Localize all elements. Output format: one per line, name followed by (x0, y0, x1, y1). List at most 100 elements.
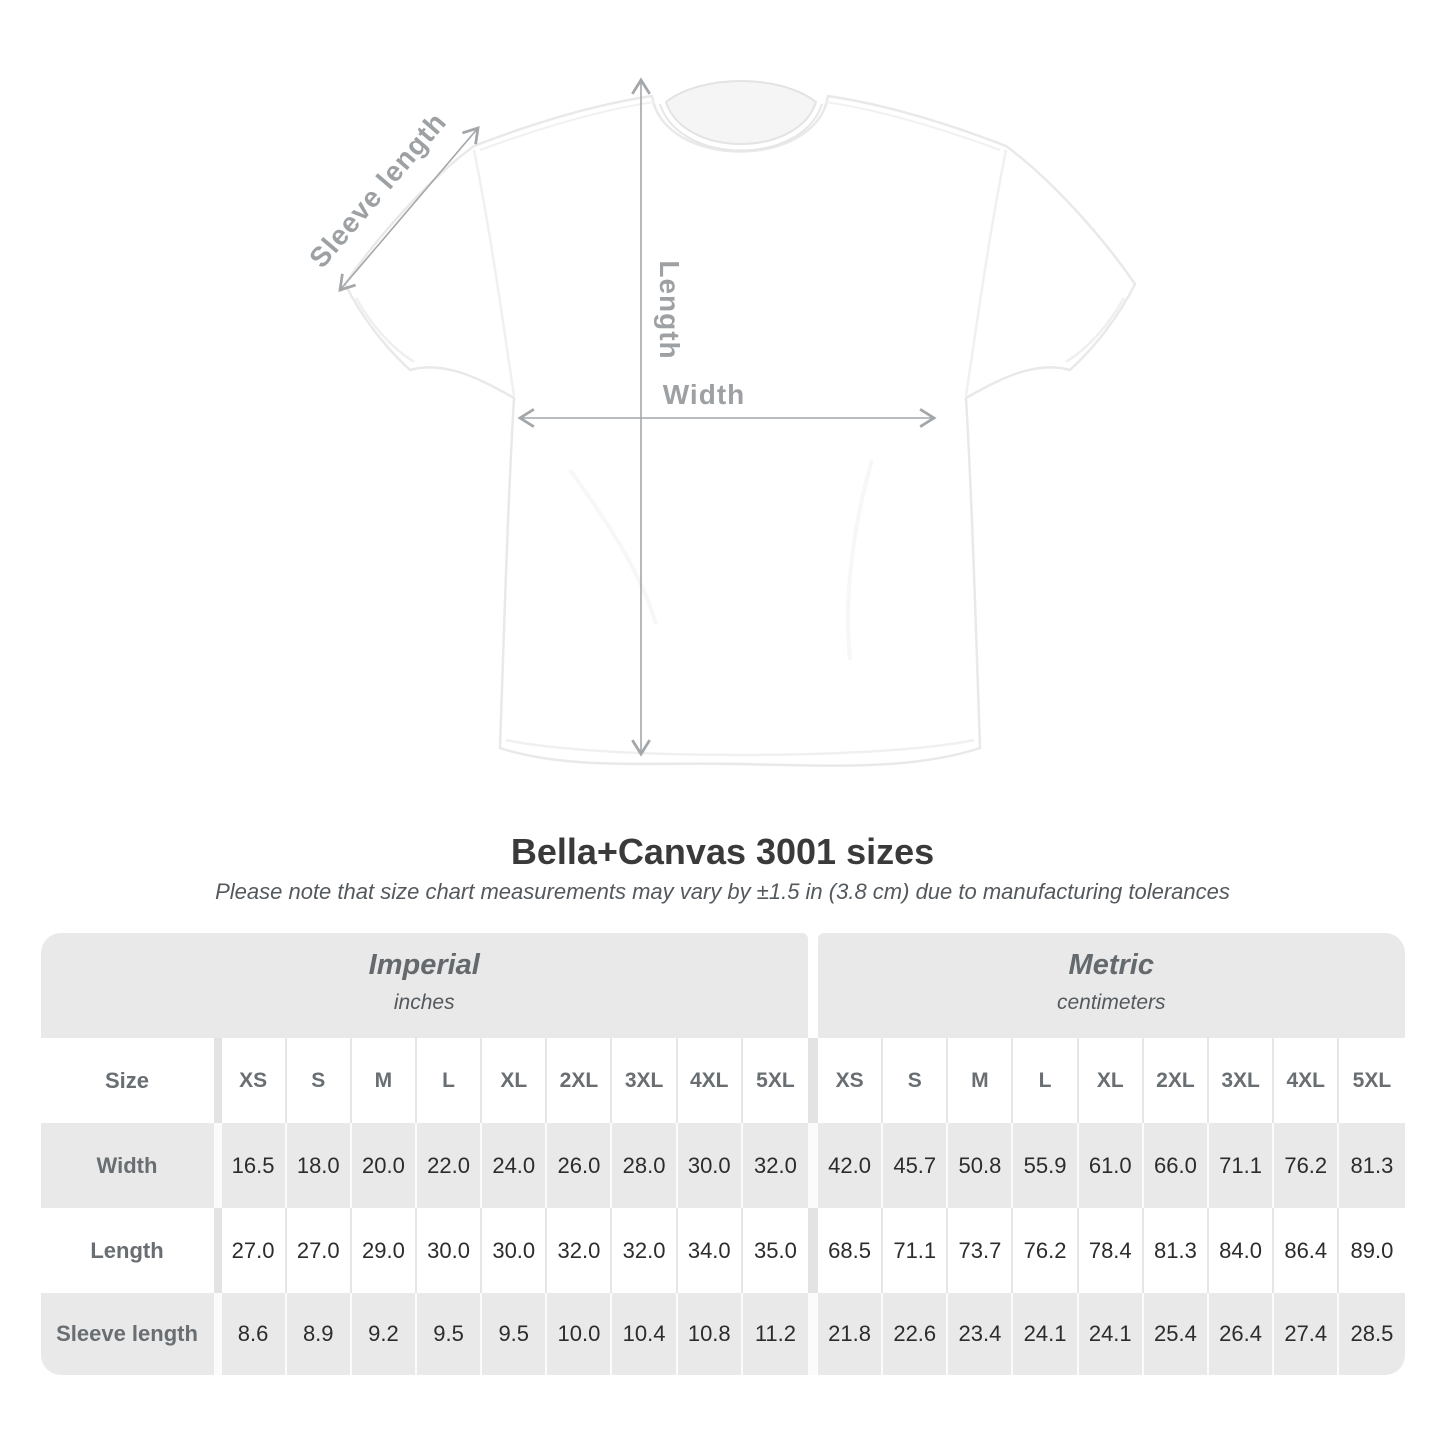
measurement-value: 29.0 (352, 1208, 417, 1293)
measurement-value: 18.0 (287, 1123, 352, 1208)
section-column-divider (807, 1123, 818, 1208)
measurement-value: 30.0 (417, 1208, 483, 1293)
measurement-value: 8.6 (222, 1293, 287, 1375)
table-header: Imperial inches Metric centimeters (40, 933, 1405, 1038)
metric-unit: centimeters (1056, 991, 1166, 1014)
label-column-divider (213, 1293, 222, 1375)
measurement-value: 9.5 (482, 1293, 548, 1375)
measurement-value: 28.5 (1350, 1321, 1394, 1346)
size-header: 4XL (1274, 1038, 1340, 1123)
collar (664, 80, 818, 145)
size-table: Imperial inches Metric centimeters Size … (40, 933, 1405, 1375)
measurement-value: 32.0 (547, 1208, 613, 1293)
measurement-value: 61.0 (1079, 1123, 1144, 1208)
measurement-value: 11.2 (754, 1321, 796, 1346)
width-label: Width (663, 379, 746, 410)
measurement-arrows (338, 77, 937, 757)
measurement-value: 24.0 (482, 1123, 548, 1208)
measurement-value: 78.4 (1079, 1208, 1144, 1293)
measurement-value: 25.4 (1144, 1293, 1209, 1375)
metric-title: Metric (1068, 949, 1154, 981)
measurement-value: 34.0 (678, 1208, 743, 1293)
measurement-value: 86.4 (1274, 1208, 1340, 1293)
measurement-value: 30.0 (482, 1208, 548, 1293)
measurement-value: 55.9 (1013, 1123, 1079, 1208)
row-label: Sleeve length (56, 1321, 198, 1346)
measurement-value: 30.0 (678, 1123, 743, 1208)
section-column-divider (807, 1208, 818, 1293)
measurement-value: 68.5 (818, 1208, 884, 1293)
imperial-section-header: Imperial inches (40, 933, 808, 1038)
measurement-value: 24.1 (1013, 1293, 1079, 1375)
metric-section-header: Metric centimeters (818, 933, 1405, 1038)
imperial-unit: inches (393, 991, 455, 1014)
size-header: L (417, 1038, 483, 1123)
measurement-value: 22.6 (883, 1293, 949, 1375)
sleeve-length-arrow (338, 126, 480, 292)
measurement-value: 32.0 (612, 1208, 678, 1293)
measurement-value: 32.0 (753, 1152, 797, 1178)
measurement-value: 66.0 (1144, 1123, 1209, 1208)
measurement-value: 73.7 (948, 1208, 1014, 1293)
measurement-value: 45.7 (883, 1123, 949, 1208)
measurement-value: 81.3 (1350, 1152, 1394, 1178)
measurement-value: 84.0 (1209, 1208, 1275, 1293)
section-column-divider (807, 1038, 818, 1123)
size-header: XL (482, 1038, 548, 1123)
measurement-value: 50.8 (948, 1123, 1014, 1208)
label-column-divider (213, 1208, 222, 1293)
size-header-row: Size XS S M L XL 2XL 3XL 4XL 5XL XS S M L XL 2XL 3XL 4X… (40, 1038, 1405, 1123)
measurement-value: 81.3 (1144, 1208, 1209, 1293)
measurement-value: 20.0 (352, 1123, 417, 1208)
size-header: 3XL (1209, 1038, 1275, 1123)
measurement-value: 71.1 (1209, 1123, 1275, 1208)
measurement-value: 10.4 (612, 1293, 678, 1375)
measurement-value: 9.5 (417, 1293, 483, 1375)
table-row-width: Width 16.5 18.0 20.0 22.0 24.0 26.0 28.0 30.0 32… (40, 1123, 1405, 1208)
imperial-title: Imperial (368, 949, 480, 981)
row-label: Width (96, 1152, 158, 1178)
size-header: S (287, 1038, 352, 1123)
measurement-value: 24.1 (1079, 1293, 1144, 1375)
size-header: 2XL (1144, 1038, 1209, 1123)
size-header: 5XL (756, 1068, 795, 1092)
measurement-value: 8.9 (287, 1293, 352, 1375)
tolerance-note: Please note that size chart measurements… (215, 879, 1230, 904)
length-label: Length (654, 260, 685, 359)
measurement-value: 27.0 (222, 1208, 287, 1293)
measurement-value: 71.1 (883, 1208, 949, 1293)
section-column-divider (807, 1293, 818, 1375)
measurement-value: 21.8 (818, 1293, 884, 1375)
measurement-value: 9.2 (352, 1293, 417, 1375)
tshirt-illustration: Sleeve length Length Width (303, 77, 1137, 767)
measurement-value: 26.0 (547, 1123, 613, 1208)
size-header: 4XL (678, 1038, 743, 1123)
row-label: Length (90, 1237, 164, 1263)
size-header: 3XL (612, 1038, 678, 1123)
page-title: Bella+Canvas 3001 sizes (510, 831, 935, 872)
size-header: L (1013, 1038, 1079, 1123)
label-column-divider (213, 1038, 222, 1123)
measurement-value: 35.0 (753, 1237, 797, 1263)
size-header: XL (1079, 1038, 1144, 1123)
size-header: 2XL (547, 1038, 613, 1123)
table-row-sleeve-length: Sleeve length 8.6 8.9 9.2 9.5 9.5 10.0 10.4 10.… (40, 1293, 1405, 1375)
size-header: 5XL (1352, 1068, 1392, 1092)
measurement-value: 76.2 (1013, 1208, 1079, 1293)
measurement-value: 23.4 (948, 1293, 1014, 1375)
size-header: M (948, 1038, 1014, 1123)
size-header: M (352, 1038, 417, 1123)
section-divider (808, 933, 818, 1038)
size-column-header: Size (104, 1067, 150, 1093)
size-header: XS (818, 1038, 884, 1123)
tshirt-shape (343, 80, 1137, 767)
measurement-value: 26.4 (1209, 1293, 1275, 1375)
table-row-length: Length 27.0 27.0 29.0 30.0 30.0 32.0 32.0 34.0 3… (40, 1208, 1405, 1293)
size-header: XS (222, 1038, 287, 1123)
label-column-divider (213, 1123, 222, 1208)
measurement-value: 22.0 (417, 1123, 483, 1208)
tshirt-diagram: Sleeve length Length Width (303, 77, 1137, 767)
measurement-value: 76.2 (1274, 1123, 1340, 1208)
measurement-value: 16.5 (222, 1123, 287, 1208)
